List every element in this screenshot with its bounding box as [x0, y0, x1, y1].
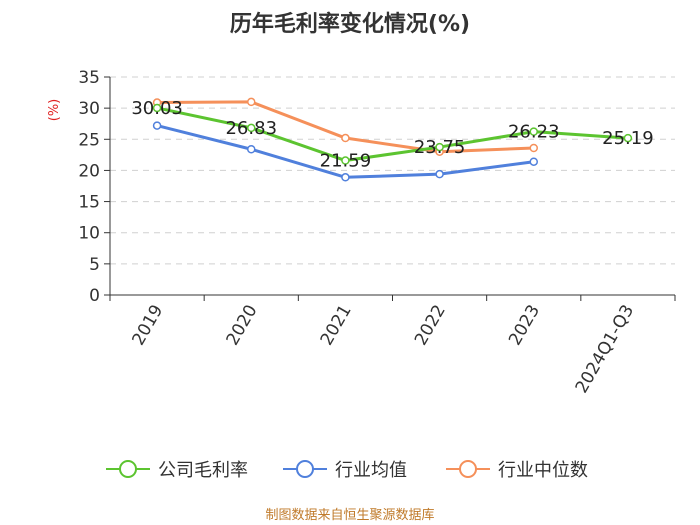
data-point: [152, 103, 162, 113]
data-label: 23.75: [414, 137, 466, 158]
axes: [109, 77, 675, 296]
source-note: 制图数据来自恒生聚源数据库: [265, 507, 434, 523]
y-tick-label: 30: [78, 99, 100, 119]
data-point: [152, 121, 162, 130]
data-point: [247, 97, 256, 107]
legend-swatch-marker: [459, 460, 477, 478]
data-point: [529, 157, 538, 166]
data-point: [341, 173, 350, 182]
x-tick-labels: 2019 2020 2021 2022 2023 2024Q1-Q3: [109, 295, 676, 397]
y-tick-labels: 0 5 10 15 20 25 30 35: [78, 68, 110, 306]
x-tick-label: 2024Q1-Q3: [572, 302, 639, 397]
legend-label: 行业中位数: [498, 460, 588, 481]
data-label: 21.59: [320, 151, 372, 172]
y-tick-label: 35: [78, 68, 100, 88]
x-tick-label: 2019: [128, 302, 167, 349]
data-label: 25.19: [602, 128, 654, 149]
data-labels: 30.03 26.83 21.59 23.75 26.23 25.19: [131, 98, 653, 172]
data-point: [247, 123, 256, 133]
y-tick-label: 10: [78, 224, 100, 244]
legend-swatch-marker: [119, 460, 137, 478]
data-point: [341, 133, 350, 143]
data-point: [529, 143, 538, 153]
legend-label: 行业均值: [335, 460, 407, 481]
data-label: 30.03: [131, 98, 183, 119]
data-point: [529, 127, 538, 136]
grid-lines: [110, 76, 675, 265]
x-tick-label: 2020: [223, 302, 262, 349]
series-layer: [152, 97, 633, 182]
y-axis-unit: (%): [47, 99, 62, 122]
data-point: [435, 142, 444, 152]
legend: 公司毛利率 行业均值 行业中位数: [106, 460, 588, 481]
legend-swatch-marker: [296, 460, 314, 478]
data-point: [623, 133, 633, 143]
data-point: [341, 156, 350, 165]
y-tick-label: 15: [78, 193, 100, 213]
y-tick-label: 0: [89, 286, 100, 306]
data-point: [435, 169, 444, 179]
data-label: 26.23: [508, 122, 560, 143]
x-tick-label: 2023: [505, 302, 544, 349]
y-tick-label: 20: [78, 161, 100, 181]
y-tick-label: 25: [78, 130, 100, 150]
legend-label: 公司毛利率: [158, 460, 248, 481]
data-point: [247, 145, 256, 154]
chart-title: 历年毛利率变化情况(%): [230, 11, 470, 37]
series-line: [157, 100, 534, 154]
x-tick-label: 2022: [411, 302, 450, 349]
series-line: [156, 106, 629, 163]
y-tick-label: 5: [89, 255, 100, 275]
x-tick-label: 2021: [317, 302, 356, 349]
data-label: 26.83: [225, 118, 277, 139]
